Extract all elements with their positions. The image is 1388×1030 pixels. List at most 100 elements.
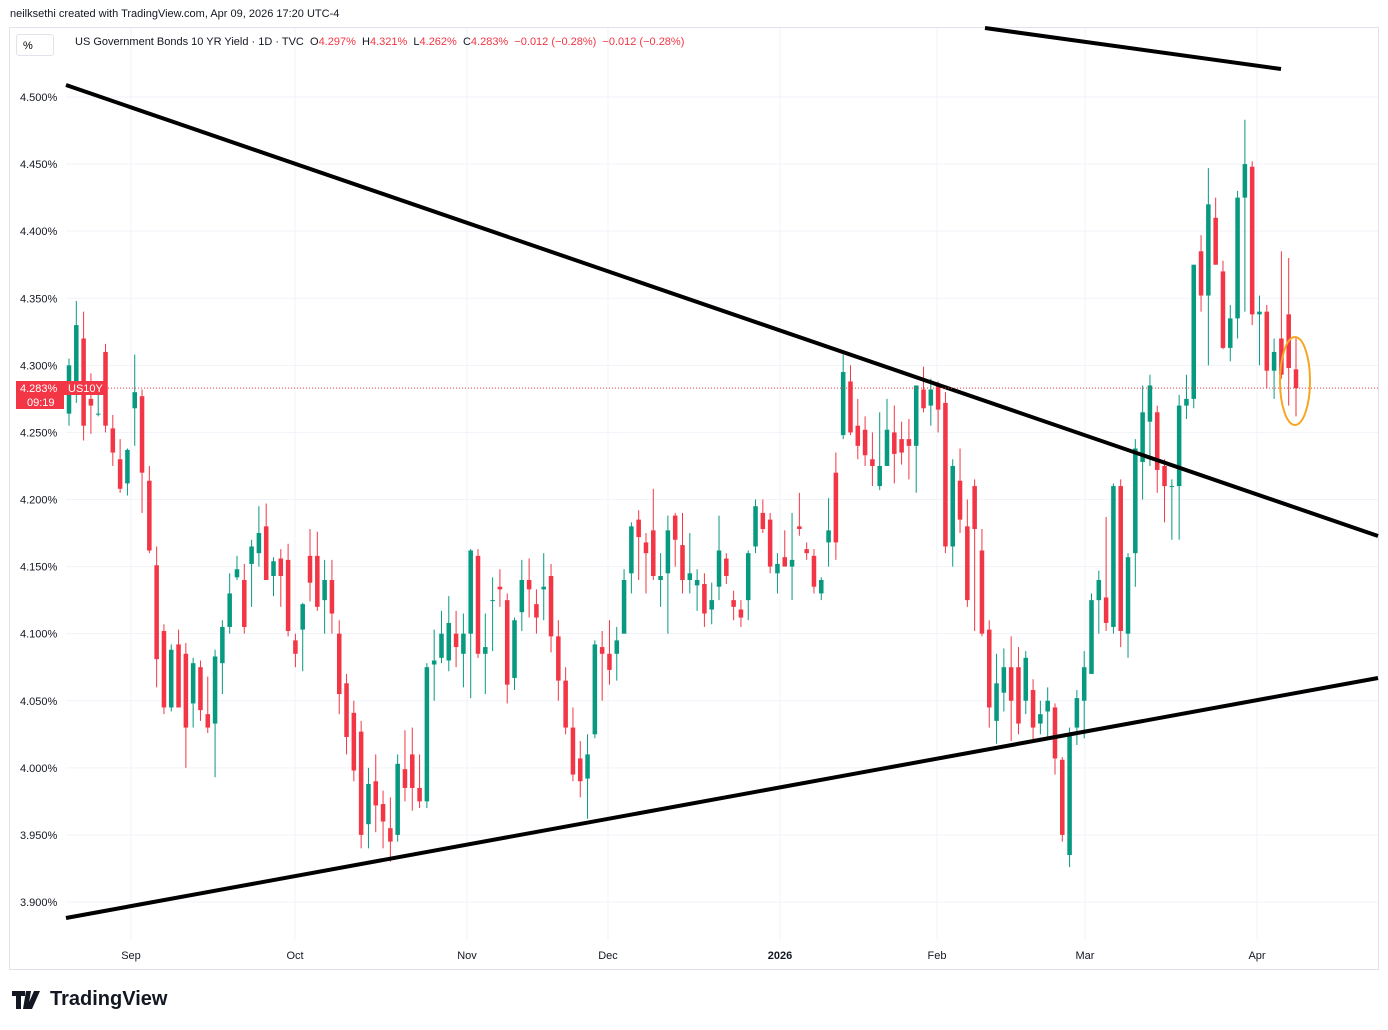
candle [410,727,415,811]
candle [986,620,992,728]
candle-body [1213,217,1218,265]
candle-body [906,439,912,446]
candle [424,663,430,809]
candle [417,754,422,809]
candle-body [278,558,284,576]
candle-body [417,787,422,802]
candle-body [234,569,240,578]
y-tick-label: 4.000% [20,763,58,775]
candle [541,553,546,621]
candle-body [1081,667,1087,701]
candle [629,522,634,594]
candle [504,593,510,704]
y-tick-label: 4.200% [20,495,58,507]
candle [833,452,839,560]
candle-body [1242,164,1248,198]
candle-body [1162,465,1167,487]
candle [227,573,232,634]
low-value: 4.262% [419,36,457,48]
candle [577,741,583,798]
candle [899,421,904,465]
candle-body [95,413,101,415]
trendline-top [984,26,1282,71]
x-tick-label: Apr [1248,950,1265,962]
y-tick-label: 4.050% [20,696,58,708]
candle-body [147,480,152,551]
candle [263,503,269,580]
candle [921,366,926,413]
x-tick-label: Feb [928,950,947,962]
candle [848,365,853,436]
candle [607,620,612,685]
candle [1264,304,1270,389]
candle-body [395,763,400,835]
candle-body [358,731,364,835]
candle-body [168,649,174,708]
candle [271,557,276,597]
candle-body [439,633,444,658]
candle [1016,647,1021,735]
candle [1140,385,1145,500]
candle [965,499,970,607]
y-tick-label: 3.900% [20,897,58,909]
candle-body [329,580,335,614]
candle [395,754,400,842]
candle [709,582,714,625]
candle-body [74,325,79,389]
candle [819,577,824,601]
candle-body [453,633,459,648]
candle [1133,439,1138,587]
candle-body [446,622,452,661]
candle [892,405,897,484]
candle-body [1147,385,1153,422]
candle-body [607,653,612,670]
candle-body [227,593,232,627]
candle [1228,304,1233,362]
candle-body [738,609,744,618]
candle-body [621,580,627,634]
candle-body [1001,667,1007,693]
candle [665,515,671,634]
candle [285,543,291,637]
chart-frame[interactable] [9,27,1379,970]
candle-body [979,550,985,634]
candle [534,589,539,634]
candle [599,630,605,701]
candle [1169,479,1175,540]
candle [1067,727,1072,868]
candle [293,633,298,668]
candle [797,492,802,536]
candle [621,569,627,634]
x-tick-label: Sep [121,950,141,962]
candle [789,512,795,601]
candle-body [709,600,714,610]
candle [585,734,590,819]
candle [745,550,751,621]
candle-body [1125,557,1131,634]
candle-body [629,526,634,574]
candle-body [753,506,758,547]
change-value-2: −0.012 (−0.28%) [602,36,685,48]
symbol-title[interactable]: US Government Bonds 10 YR Yield · 1D · T… [75,36,304,48]
candle-body [548,575,554,637]
grid [66,28,1378,940]
candle-body [950,465,955,547]
candle-body [694,580,700,586]
x-tick-label: Nov [457,950,477,962]
change-value: −0.012 (−0.28%) [514,36,597,48]
candle-body [190,663,196,704]
candle-body [651,530,656,576]
highlight-ellipse [1279,336,1311,426]
candle-body [1206,204,1211,296]
price-scale-button[interactable]: % [16,34,54,56]
candle-body [1074,698,1080,728]
candle [775,553,780,594]
candle [278,549,284,607]
candle [388,797,393,862]
candle-body [198,667,203,711]
candle [431,629,437,701]
candle-body [1235,197,1240,319]
candle-body [986,629,992,708]
high-label: H [362,36,370,48]
